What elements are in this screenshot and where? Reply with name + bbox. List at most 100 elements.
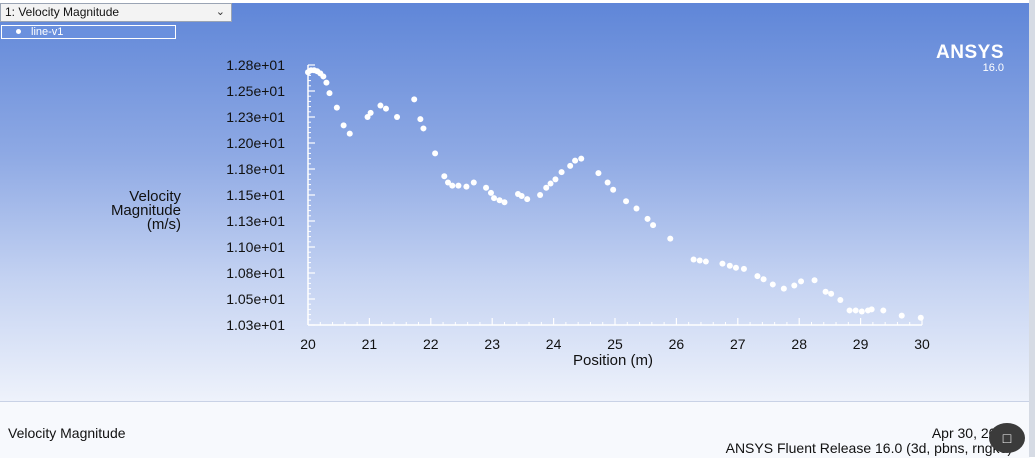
data-point: [696, 257, 703, 264]
data-point: [524, 196, 531, 203]
data-point: [760, 276, 767, 283]
data-point: [449, 182, 456, 189]
x-tick-label: 24: [546, 336, 562, 352]
y-axis-label-line: Velocity: [129, 188, 181, 205]
data-point: [537, 192, 544, 198]
data-point: [858, 308, 865, 315]
x-tick-label: 21: [362, 336, 378, 352]
data-point: [702, 258, 709, 265]
footer-release: ANSYS Fluent Release 16.0 (3d, pbns, rng…: [725, 440, 1012, 456]
data-point: [323, 79, 330, 86]
y-tick-label: 1.15e+01: [226, 187, 285, 203]
plot-panel: 1: Velocity Magnitude ⌄ line-v1 ANSYS 16…: [0, 3, 1030, 401]
data-point: [769, 281, 776, 288]
data-point: [367, 109, 374, 116]
chat-icon[interactable]: □: [989, 423, 1025, 453]
data-point: [411, 96, 418, 103]
window-edge-bar: [1029, 0, 1035, 457]
data-point: [690, 256, 697, 263]
data-point: [382, 105, 389, 112]
data-point: [552, 176, 559, 183]
data-point: [326, 90, 333, 97]
y-tick-label: 1.28e+01: [226, 57, 285, 73]
data-point: [491, 195, 498, 202]
data-point: [828, 290, 835, 297]
footer-title: Velocity Magnitude: [8, 425, 126, 441]
data-point: [726, 262, 733, 269]
data-point: [567, 162, 574, 169]
data-point: [811, 277, 818, 284]
y-tick-label: 1.18e+01: [226, 161, 285, 177]
x-tick-label: 20: [300, 336, 316, 352]
graphics-window: 1: Velocity Magnitude ⌄ line-v1 ANSYS 16…: [0, 3, 1030, 458]
data-point: [880, 307, 887, 314]
legend: line-v1: [1, 25, 176, 39]
data-point: [444, 179, 451, 186]
data-point: [633, 205, 640, 212]
data-point: [470, 179, 477, 186]
data-point: [518, 193, 525, 200]
y-axis-label-line: (m/s): [147, 216, 181, 233]
chevron-down-icon[interactable]: ⌄: [215, 6, 225, 18]
brand-name: ANSYS: [936, 42, 1004, 63]
y-tick-label: 1.10e+01: [226, 239, 285, 255]
data-point: [898, 312, 905, 319]
plot-selector-dropdown[interactable]: 1: Velocity Magnitude ⌄: [0, 3, 232, 22]
x-axis: 20 21 22 23 24 25 26 27 28 29 30: [300, 318, 930, 352]
plot-selector-value: 1: Velocity Magnitude: [5, 5, 120, 19]
data-point: [501, 199, 508, 206]
legend-label: line-v1: [31, 26, 64, 38]
x-tick-label: 28: [791, 336, 807, 352]
data-point: [547, 180, 554, 187]
y-tick-label: 1.13e+01: [226, 213, 285, 229]
data-point: [417, 116, 424, 123]
y-tick-label: 1.03e+01: [226, 317, 285, 333]
status-footer: Velocity Magnitude Apr 30, 2015 ANSYS Fl…: [0, 401, 1030, 458]
data-point: [432, 150, 439, 157]
data-point: [420, 125, 427, 132]
data-point: [543, 184, 550, 191]
data-point: [604, 179, 611, 186]
data-point: [346, 130, 353, 137]
y-tick-label: 1.08e+01: [226, 265, 285, 281]
data-point: [732, 264, 739, 271]
x-tick-label: 22: [423, 336, 439, 352]
brand-logo: ANSYS 16.0: [936, 43, 1004, 74]
legend-marker: [16, 29, 21, 35]
data-point: [644, 215, 651, 222]
data-point: [463, 183, 470, 190]
x-tick-label: 27: [730, 336, 746, 352]
data-point: [610, 186, 617, 193]
data-point: [496, 197, 503, 204]
data-point: [667, 235, 674, 242]
y-tick-label: 1.25e+01: [226, 83, 285, 99]
data-point: [798, 278, 805, 285]
data-point: [441, 173, 448, 180]
data-point: [340, 122, 347, 129]
data-point: [852, 307, 859, 314]
x-tick-label: 23: [484, 336, 500, 352]
data-point: [740, 265, 747, 272]
brand-version: 16.0: [982, 62, 1004, 74]
data-point: [822, 288, 829, 295]
data-point: [558, 169, 565, 176]
y-axis: 1.03e+01 1.05e+01 1.08e+01 1.10e+01 1.13e+01…: [226, 57, 315, 333]
y-tick-label: 1.23e+01: [226, 109, 285, 125]
series-line-v1: [305, 67, 924, 321]
y-tick-label: 1.05e+01: [226, 291, 285, 307]
data-point: [780, 285, 787, 292]
data-point: [394, 114, 401, 120]
data-point: [487, 189, 494, 196]
data-point: [719, 260, 726, 267]
data-point: [364, 114, 371, 120]
data-point: [578, 155, 585, 162]
data-point: [650, 222, 657, 229]
data-point: [846, 307, 853, 314]
y-axis-label-line: Magnitude: [111, 202, 181, 219]
data-point: [868, 306, 875, 313]
data-point: [595, 170, 602, 177]
data-point: [572, 157, 579, 164]
x-tick-label: 26: [669, 336, 685, 352]
